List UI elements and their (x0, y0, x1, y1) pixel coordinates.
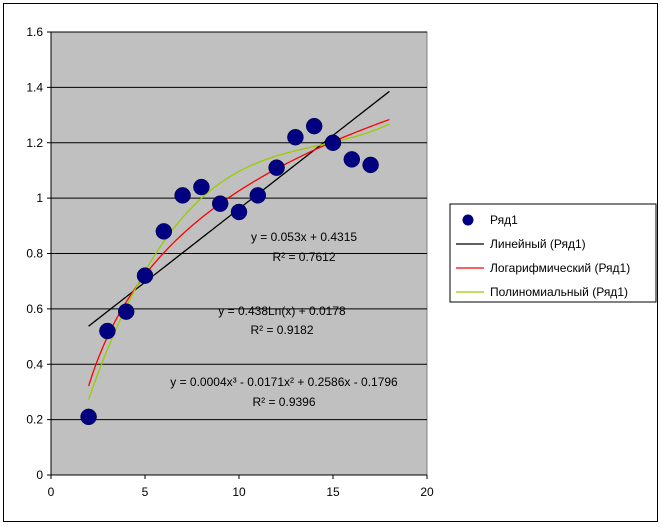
legend-marker (462, 214, 474, 226)
data-point (305, 117, 323, 135)
data-point (343, 151, 361, 168)
chart-svg: 0 0.2 0.4 0.6 0.8 1 1.2 1.4 1.6 0 5 10 15 20 y = 0.05… (26, 25, 657, 499)
data-point (155, 223, 173, 240)
y-tick-label: 0 (36, 468, 43, 482)
data-point (324, 134, 342, 151)
data-point (193, 178, 210, 196)
equation-layer: y = 0.053x + 0.4315 R² = 0.7612 y = 0.438L… (170, 230, 398, 409)
data-point (230, 203, 248, 221)
axis-layer: 0 0.2 0.4 0.6 0.8 1 1.2 1.4 1.6 0 5 10 15 20 (26, 25, 434, 499)
y-tick-label: 0.8 (26, 247, 43, 261)
x-tick-label: 0 (48, 485, 55, 499)
plot-layer (50, 31, 428, 476)
y-tick-label: 1 (36, 191, 43, 205)
x-tick-label: 15 (326, 485, 340, 499)
legend-label: Полиномиальный (Ряд1) (490, 285, 628, 299)
y-tick-label: 1.2 (26, 136, 43, 150)
data-point (117, 303, 135, 320)
trend-r2-linear: R² = 0.7612 (272, 250, 335, 264)
data-point (211, 195, 229, 212)
legend-label: Линейный (Ряд1) (490, 237, 586, 251)
chart-area: 0 0.2 0.4 0.6 0.8 1 1.2 1.4 1.6 0 5 10 15 20 y = 0.05… (3, 3, 658, 522)
trend-r2-polynomial: R² = 0.9396 (252, 395, 315, 409)
data-point (80, 408, 97, 426)
data-point (99, 322, 116, 340)
x-tick-label: 10 (232, 485, 246, 499)
y-tick-label: 1.6 (26, 25, 43, 39)
data-point (174, 187, 191, 204)
legend-label: Логарифмический (Ряд1) (490, 261, 630, 275)
trend-r2-logarithmic: R² = 0.9182 (250, 323, 313, 337)
data-point (136, 267, 154, 284)
legend-label: Ряд1 (490, 213, 518, 227)
trend-equation-linear: y = 0.053x + 0.4315 (251, 230, 357, 244)
data-point (362, 156, 379, 174)
legend: Ряд1 Линейный (Ряд1) Логарифмический (Ряд1… (449, 203, 657, 303)
data-point (287, 128, 304, 146)
legend-box (449, 203, 657, 303)
y-tick-label: 1.4 (26, 80, 43, 94)
trend-equation-polynomial: y = 0.0004x³ - 0.0171x² + 0.2586x - 0.17… (170, 375, 398, 389)
y-tick-label: 0.2 (26, 413, 43, 427)
x-tick-label: 20 (420, 485, 434, 499)
data-point (249, 187, 267, 204)
y-tick-label: 0.6 (26, 302, 43, 316)
y-tick-label: 0.4 (26, 357, 43, 371)
x-tick-label: 5 (142, 485, 149, 499)
series-layer (80, 90, 390, 426)
trend-equation-logarithmic: y = 0.438Ln(x) + 0.0178 (218, 304, 346, 318)
data-point (268, 159, 285, 176)
